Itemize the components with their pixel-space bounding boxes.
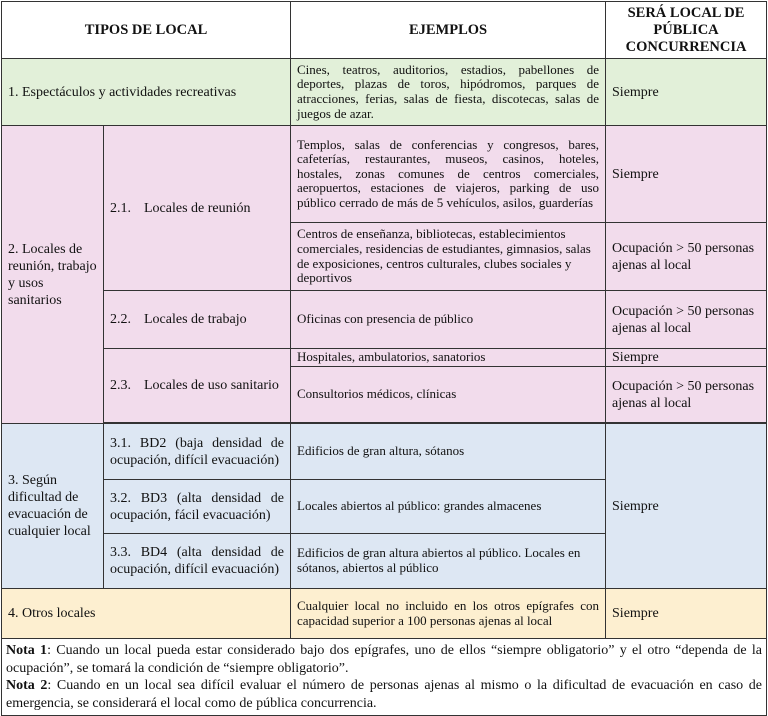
subtipo-label: Locales de uso sanitario (144, 378, 279, 393)
subtipo-label: BD3 (alta densidad de ocupación, fácil e… (110, 490, 285, 523)
subtipo-number: 2.2. (110, 312, 131, 327)
note-2-label: Nota 2 (6, 678, 48, 693)
table-row: 2.3. Locales de uso sanitario Hospitales,… (2, 348, 768, 423)
subtipo-cell: 2.1. Locales de reunión (102, 125, 292, 291)
sera-cell: Siempre (605, 58, 768, 126)
table-row: Consultorios médicos, clínicas Ocupación… (2, 366, 768, 423)
sera-cell: Siempre (605, 125, 768, 223)
subtipo-number: 3.3. (110, 545, 131, 560)
subtipo-cell: 3.2. BD3 (alta densidad de ocupación, fá… (102, 479, 292, 534)
subtipo-number: 3.1. (110, 435, 131, 451)
sera-cell: Siempre (605, 348, 768, 367)
notes-cell: Nota 1: Cuando un local pueda estar cons… (0, 638, 768, 716)
ejemplos-cell: Edificios de gran altura, sótanos (290, 423, 607, 480)
ejemplos-cell: Templos, salas de conferencias y congres… (290, 125, 607, 223)
ejemplos-cell: Centros de enseñanza, bibliotecas, estab… (290, 222, 607, 291)
sera-cell: Ocupación > 50 personas ajenas al local (605, 222, 768, 291)
ejemplos-cell: Cualquier local no incluido en los otros… (290, 588, 607, 639)
ejemplos-cell: Hospitales, ambulatorios, sanatorios (290, 348, 607, 367)
ejemplos-cell: Edificios de gran altura abiertos al púb… (290, 533, 607, 589)
note-1: Nota 1: Cuando un local pueda estar cons… (6, 642, 762, 677)
notes-row: Nota 1: Cuando un local pueda estar cons… (0, 638, 768, 716)
subtipo-label: Locales de reunión (144, 200, 251, 216)
table-row: 1. Espectáculos y actividades recreativa… (0, 58, 768, 126)
header-tipos: TIPOS DE LOCAL (0, 1, 292, 59)
subtipo-cell: 3.3. BD4 (alta densidad de ocupación, di… (102, 533, 292, 589)
subtipo-cell: 2.2. Locales de trabajo (102, 290, 292, 349)
sera-cell: Ocupación > 50 personas ajenas al local (605, 290, 768, 349)
table-row: 2.2. Locales de trabajo Oficinas con pres… (2, 290, 768, 349)
tipo-cell: 2. Locales de reunión, trabajo y usos sa… (1, 125, 104, 424)
table-row: 3. Según dificultad de evacuación de cua… (1, 423, 768, 589)
ejemplos-cell: Cines, teatros, auditorios, estadios, pa… (290, 58, 607, 126)
note-2-text: : Cuando en un local sea difícil evaluar… (6, 678, 763, 711)
sera-cell: Ocupación > 50 personas ajenas al local (605, 366, 768, 423)
subtipo-label: BD4 (alta densidad de ocupación, difícil… (110, 545, 285, 577)
header-ejemplos: EJEMPLOS (290, 1, 607, 59)
tipo-cell: 1. Espectáculos y actividades recreativa… (0, 58, 292, 126)
sera-cell: Siempre (605, 588, 768, 639)
subtipo-number: 2.1. (110, 200, 131, 216)
note-1-label: Nota 1 (6, 643, 48, 658)
tipo-cell: 4. Otros locales (0, 588, 292, 639)
table-row: Centros de enseñanza, bibliotecas, estab… (2, 222, 768, 291)
subtipo-label: BD2 (baja densidad de ocupación, difícil… (110, 435, 285, 468)
table-row: 4. Otros locales Cualquier local no incl… (0, 588, 768, 639)
table-row: 3.3. BD4 (alta densidad de ocupación, di… (2, 533, 767, 589)
subtipo-label: Locales de trabajo (144, 312, 247, 327)
note-1-text: : Cuando un local pueda estar considerad… (6, 643, 763, 676)
note-2: Nota 2: Cuando en un local sea difícil e… (6, 677, 762, 712)
subtipo-number: 3.2. (110, 490, 131, 506)
header-row: TIPOS DE LOCAL EJEMPLOS SERÁ LOCAL DE PÚ… (0, 1, 768, 59)
sera-cell: Siempre (605, 423, 768, 589)
subtipo-cell: 2.3. Locales de uso sanitario (102, 348, 292, 423)
header-sera: SERÁ LOCAL DE PÚBLICA CONCURRENCIA (605, 1, 768, 59)
tipo-cell: 3. Según dificultad de evacuación de cua… (1, 423, 104, 589)
ejemplos-cell: Locales abiertos al público: grandes alm… (290, 479, 607, 534)
ejemplos-cell: Consultorios médicos, clínicas (290, 366, 607, 423)
table-row: 3.2. BD3 (alta densidad de ocupación, fá… (2, 479, 767, 534)
ejemplos-cell: Oficinas con presencia de público (290, 290, 607, 349)
subtipo-number: 2.3. (110, 378, 131, 393)
table-row: 2. Locales de reunión, trabajo y usos sa… (1, 125, 768, 424)
subtipo-cell: 3.1. BD2 (baja densidad de ocupación, di… (102, 423, 292, 480)
